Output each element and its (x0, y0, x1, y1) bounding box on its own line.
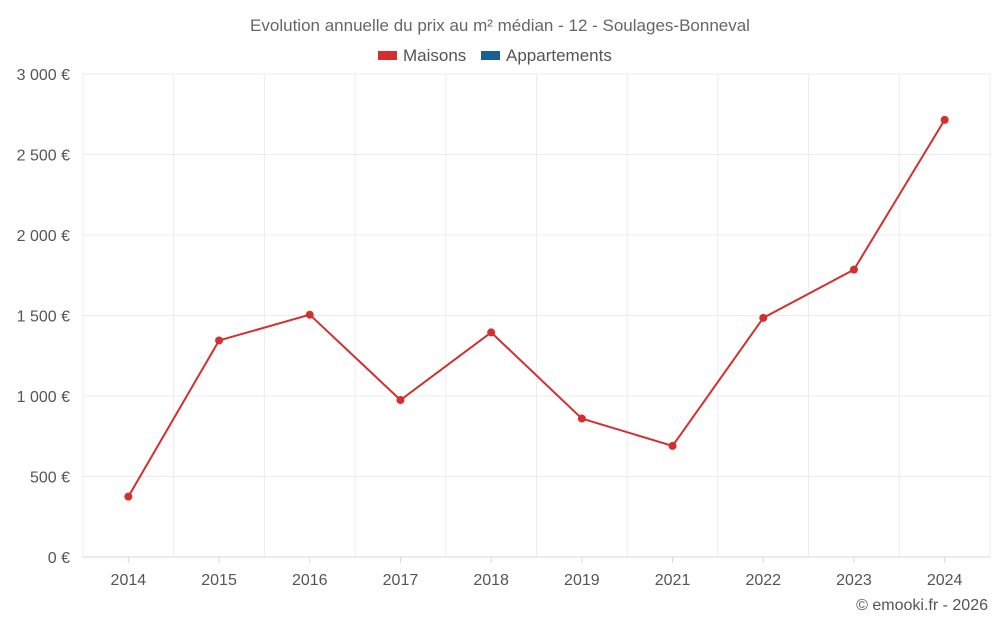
legend-swatch-appartements (481, 51, 500, 60)
series (124, 115, 949, 501)
chart-title: Evolution annuelle du prix au m² médian … (250, 16, 750, 35)
data-point-maisons[interactable] (759, 313, 768, 322)
y-axis-ticks: 0 € 500 € 1 000 € 1 500 € 2 000 € 2 500 € 3 00… (17, 67, 70, 567)
data-point-maisons[interactable] (849, 265, 858, 274)
x-tick-label: 2014 (111, 572, 147, 589)
y-tick-label: 2 000 € (17, 228, 70, 245)
y-tick-label: 1 000 € (17, 389, 70, 406)
x-tick-label: 2023 (836, 572, 872, 589)
data-point-maisons[interactable] (668, 441, 677, 450)
data-point-maisons[interactable] (577, 414, 586, 423)
grid (82, 73, 991, 557)
data-point-maisons[interactable] (940, 115, 949, 124)
x-tick-label: 2019 (564, 572, 600, 589)
x-axis-ticks: 2014 2015 2016 2017 2018 2019 2021 2022 2023 2024 (111, 572, 963, 589)
legend-item-maisons[interactable]: Maisons (378, 46, 466, 65)
legend-item-appartements[interactable]: Appartements (481, 46, 612, 65)
x-tick-label: 2017 (383, 572, 419, 589)
x-tick-label: 2024 (927, 572, 963, 589)
x-tick-label: 2022 (745, 572, 781, 589)
legend-label-appartements: Appartements (506, 46, 612, 65)
x-tick-label: 2016 (292, 572, 328, 589)
x-tick-label: 2015 (201, 572, 237, 589)
data-point-maisons[interactable] (124, 492, 133, 501)
credit-text: © emooki.fr - 2026 (856, 597, 988, 614)
y-tick-label: 2 500 € (17, 148, 70, 165)
data-point-maisons[interactable] (396, 396, 405, 405)
x-tick-label: 2021 (655, 572, 691, 589)
y-tick-label: 0 € (48, 550, 70, 567)
x-tick-label: 2018 (473, 572, 509, 589)
legend-label-maisons: Maisons (403, 46, 466, 65)
y-tick-label: 500 € (30, 470, 70, 487)
y-tick-label: 1 500 € (17, 309, 70, 326)
series-line-maisons (127, 119, 946, 498)
legend: Maisons Appartements (378, 46, 612, 65)
y-tick-label: 3 000 € (17, 67, 70, 84)
data-point-maisons[interactable] (305, 310, 314, 319)
data-point-maisons[interactable] (487, 328, 496, 337)
legend-swatch-maisons (378, 51, 397, 60)
data-point-maisons[interactable] (215, 336, 224, 345)
axes (83, 556, 990, 563)
